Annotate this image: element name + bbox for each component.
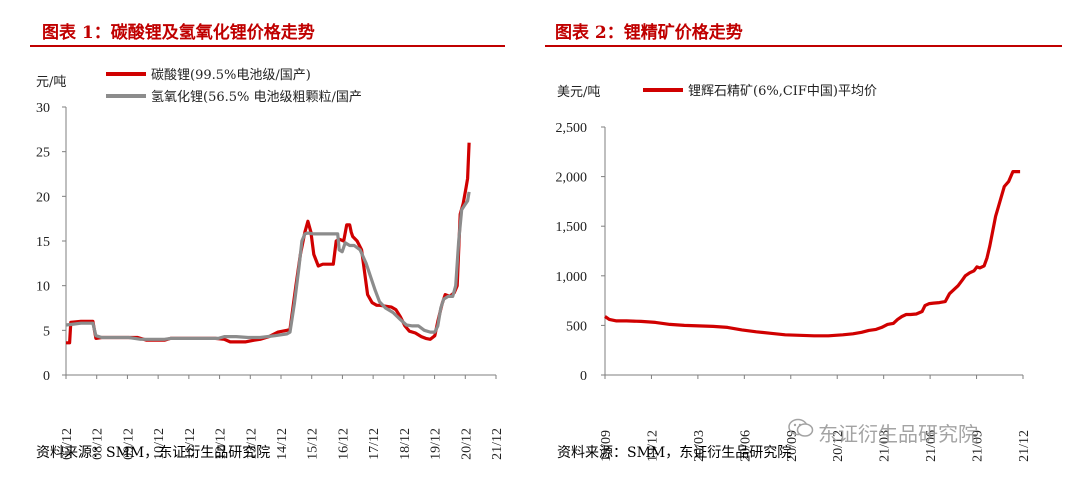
chart-svg: 美元/吨 0 500 1,000 1,500 2,000 2,500 19/09 19/12 20… (556, 84, 1033, 462)
x-tick-label: 13/12 (244, 428, 259, 460)
series-line (604, 170, 1021, 338)
x-tick-label: 08/12 (91, 428, 106, 460)
x-tick-label: 16/12 (336, 428, 351, 460)
chart-title: 图表 1：碳酸锂及氢氧化锂价格走势 (42, 23, 315, 43)
x-tick-label: 12/12 (214, 428, 229, 460)
x-tick-label: 20/12 (459, 428, 474, 460)
title-rule (545, 45, 1062, 47)
y-tick-label: 0 (580, 369, 587, 384)
x-tick-label: 14/12 (275, 428, 290, 460)
chart-title: 图表 2：锂精矿价格走势 (555, 23, 743, 43)
x-tick-label: 07/12 (60, 428, 75, 460)
chart-panel-lithium-carbonate: 图表 1：碳酸锂及氢氧化锂价格走势 元/吨 0 5 10 15 20 25 30 07/12 08… (0, 0, 525, 482)
y-tick-label: 5 (43, 324, 50, 339)
x-tick-label: 09/12 (121, 428, 136, 460)
x-tick-label: 20/03 (692, 430, 707, 462)
x-tick-label: 17/12 (367, 428, 382, 460)
y-tick-label: 0 (43, 369, 50, 384)
legend-label: 锂辉石精矿(6%,CIF中国)平均价 (688, 84, 877, 99)
x-tick-label: 20/06 (738, 430, 753, 462)
x-tick-label: 10/12 (152, 428, 167, 460)
series-line (65, 191, 471, 341)
legend-label: 氢氧化锂(56.5% 电池级粗颗粒/国产 (151, 90, 362, 105)
y-tick-label: 25 (36, 146, 50, 161)
x-tick-label: 19/12 (429, 428, 444, 460)
watermark-text: 东证衍生品研究院 (818, 422, 978, 446)
series-line (66, 142, 471, 345)
x-tick-label: 18/12 (398, 428, 413, 460)
x-tick-label: 20/09 (785, 430, 800, 462)
x-tick-label: 21/03 (878, 430, 893, 462)
chart-panel-spodumene: 图表 2：锂精矿价格走势 美元/吨 0 500 1,000 1,500 2,000 2,50… (545, 0, 1080, 482)
y-tick-label: 10 (36, 280, 50, 295)
title-rule (30, 45, 505, 47)
x-tick-label: 20/12 (831, 430, 846, 462)
source-note: 资料来源：SMM，东证衍生品研究院 (36, 445, 271, 461)
y-tick-label: 2,000 (556, 171, 588, 186)
source-note: 资料来源：SMM，东证衍生品研究院 (557, 445, 792, 461)
x-tick-label: 19/12 (645, 430, 660, 462)
watermark: 东证衍生品研究院 (788, 418, 978, 447)
wechat-icon (788, 418, 814, 446)
y-tick-label: 1,500 (556, 220, 588, 235)
x-tick-label: 15/12 (306, 428, 321, 460)
chart-svg: 元/吨 0 5 10 15 20 25 30 07/12 08/12 09/12 10/12 11/12… (36, 68, 505, 460)
legend-label: 碳酸锂(99.5%电池级/国产) (151, 68, 311, 83)
x-tick-label: 21/06 (924, 430, 939, 462)
y-tick-label: 30 (36, 101, 50, 116)
x-tick-label: 11/12 (183, 428, 198, 459)
x-tick-label: 21/12 (1017, 430, 1032, 462)
y-unit-label: 美元/吨 (557, 85, 600, 100)
x-tick-label: 21/12 (490, 428, 505, 460)
y-tick-label: 20 (36, 190, 50, 205)
x-tick-label: 19/09 (599, 430, 614, 462)
y-tick-label: 15 (36, 235, 50, 250)
x-tick-label: 21/09 (971, 430, 986, 462)
y-tick-label: 1,000 (556, 270, 588, 285)
y-tick-label: 2,500 (556, 121, 588, 136)
y-unit-label: 元/吨 (36, 75, 66, 90)
y-tick-label: 500 (566, 319, 587, 334)
